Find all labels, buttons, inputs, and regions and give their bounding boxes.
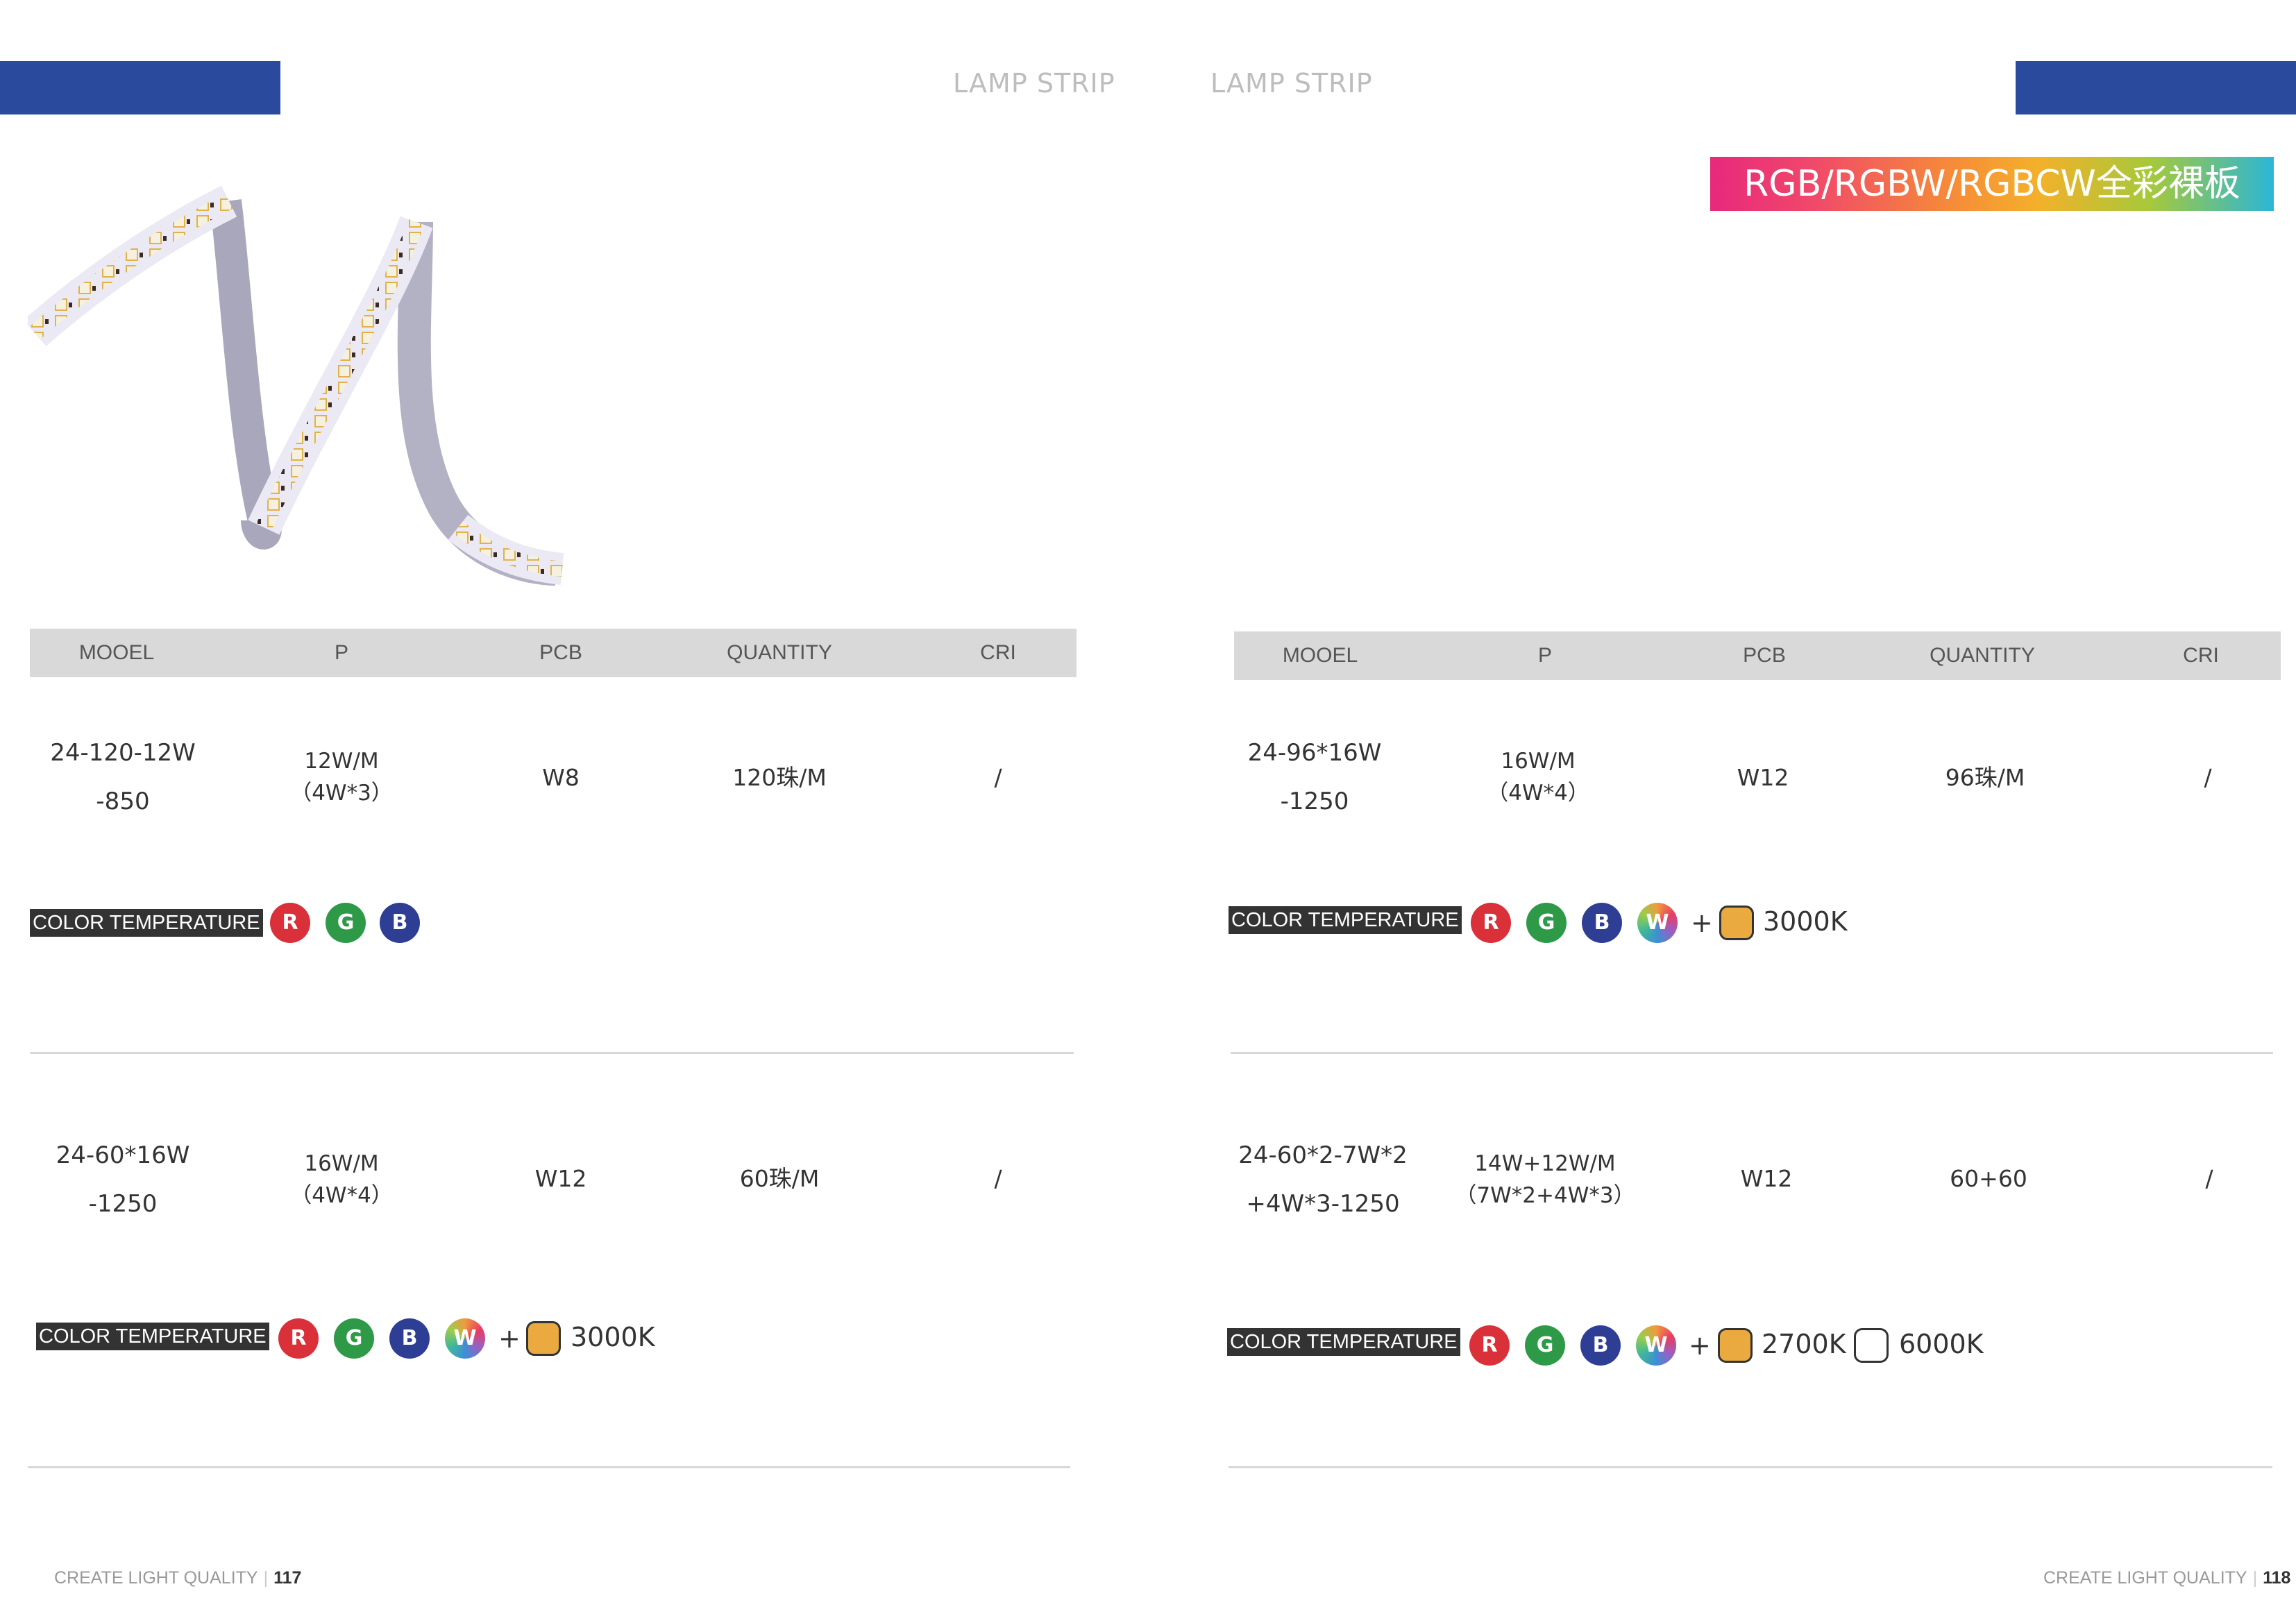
blue-dot-icon: B — [380, 903, 420, 943]
cri-value: / — [994, 1165, 1002, 1192]
white-dot-icon: W — [1637, 903, 1678, 943]
table-header-left: MOOEL P PCB QUANTITY CRI — [30, 629, 1077, 677]
footer-slogan: CREATE LIGHT QUALITY — [54, 1568, 258, 1588]
pcb-value: W12 — [534, 1165, 587, 1192]
column-header-cri: CRI — [2183, 644, 2219, 667]
color-temperature-value: 3000K — [571, 1322, 655, 1352]
column-header-power: P — [334, 641, 349, 664]
color-temperature-value: 3000K — [1763, 906, 1848, 937]
power-line1: 14W+12W/M — [1474, 1151, 1616, 1176]
pcb-value: W8 — [542, 764, 580, 791]
color-temperature-label: COLOR TEMPERATURE — [30, 909, 263, 937]
column-header-power: P — [1537, 644, 1553, 667]
warm-swatch-icon — [1718, 1328, 1753, 1363]
series-banner: RGB/RGBW/RGBCW全彩裸板 — [1710, 157, 2274, 211]
column-header-quantity: QUANTITY — [1930, 644, 2035, 667]
red-dot-icon: R — [278, 1318, 319, 1359]
color-temperature-label: COLOR TEMPERATURE — [1229, 906, 1462, 934]
model-line1: 24-96*16W — [1247, 739, 1382, 767]
model-line1: 24-60*2-7W*2 — [1238, 1141, 1408, 1169]
quantity-value: 60珠/M — [739, 1165, 820, 1192]
quantity-value: 96珠/M — [1945, 764, 2025, 791]
blue-dot-icon: B — [389, 1318, 430, 1359]
warm-swatch-icon — [1719, 906, 1754, 940]
led-strip-photo — [28, 185, 564, 586]
column-header-model: MOOEL — [1282, 644, 1358, 667]
row-divider — [1229, 1466, 2272, 1468]
power-line2: （7W*2+4W*3） — [1455, 1183, 1635, 1208]
pcb-value: W12 — [1740, 1165, 1793, 1192]
quantity-value: 60+60 — [1950, 1165, 2027, 1192]
color-temperature-value: 2700K — [1762, 1329, 1846, 1359]
model-line2: -1250 — [88, 1190, 158, 1218]
power-line1: 12W/M — [304, 749, 379, 774]
cri-value: / — [2204, 764, 2212, 791]
white-dot-icon: W — [1636, 1325, 1676, 1366]
green-dot-icon: G — [1526, 903, 1567, 943]
plus-sign: + — [1691, 908, 1713, 938]
color-temperature-label: COLOR TEMPERATURE — [36, 1323, 269, 1350]
green-dot-icon: G — [1525, 1325, 1565, 1366]
model-line2: -850 — [96, 788, 150, 815]
red-dot-icon: R — [270, 903, 310, 943]
table-header-right: MOOEL P PCB QUANTITY CRI — [1234, 631, 2281, 680]
power-line2: （4W*3） — [290, 781, 393, 806]
model-line1: 24-60*16W — [56, 1141, 190, 1169]
red-dot-icon: R — [1471, 903, 1511, 943]
color-temperature-value: 6000K — [1899, 1329, 1984, 1359]
page-number: 118 — [2263, 1568, 2291, 1588]
row-divider — [28, 1466, 1070, 1468]
footer-slogan: CREATE LIGHT QUALITY — [2043, 1568, 2247, 1588]
header-title-right: LAMP STRIP — [1210, 68, 1373, 99]
column-header-model: MOOEL — [78, 641, 155, 664]
power-line2: （4W*4） — [1487, 781, 1589, 806]
power-line1: 16W/M — [304, 1151, 379, 1176]
quantity-value: 120珠/M — [732, 764, 827, 791]
power-line2: （4W*4） — [290, 1183, 393, 1208]
row-divider — [30, 1052, 1074, 1054]
model-line2: -1250 — [1280, 788, 1349, 815]
color-temperature-label: COLOR TEMPERATURE — [1227, 1328, 1460, 1356]
header-bar-right — [2016, 61, 2296, 114]
red-dot-icon: R — [1469, 1325, 1510, 1366]
green-dot-icon: G — [326, 903, 366, 943]
plus-sign: + — [1689, 1330, 1711, 1361]
plus-sign: + — [498, 1323, 521, 1354]
header-title-left: LAMP STRIP — [953, 68, 1115, 99]
cri-value: / — [2205, 1165, 2213, 1192]
footer-left: CREATE LIGHT QUALITY | 117 — [54, 1568, 302, 1588]
column-header-quantity: QUANTITY — [727, 641, 832, 664]
green-dot-icon: G — [334, 1318, 374, 1359]
footer-right: CREATE LIGHT QUALITY | 118 — [2043, 1568, 2291, 1588]
blue-dot-icon: B — [1580, 1325, 1621, 1366]
cold-swatch-icon — [1854, 1328, 1889, 1363]
column-header-pcb: PCB — [1743, 644, 1786, 667]
blue-dot-icon: B — [1582, 903, 1622, 943]
model-line2: +4W*3-1250 — [1246, 1190, 1400, 1218]
header-bar-left — [0, 61, 280, 114]
cri-value: / — [994, 764, 1002, 791]
pcb-value: W12 — [1737, 764, 1789, 791]
warm-swatch-icon — [526, 1321, 561, 1356]
column-header-pcb: PCB — [539, 641, 582, 664]
white-dot-icon: W — [445, 1318, 485, 1359]
page-number: 117 — [273, 1568, 302, 1588]
row-divider — [1231, 1052, 2273, 1054]
model-line1: 24-120-12W — [50, 739, 196, 767]
column-header-cri: CRI — [980, 641, 1016, 664]
power-line1: 16W/M — [1501, 749, 1576, 774]
